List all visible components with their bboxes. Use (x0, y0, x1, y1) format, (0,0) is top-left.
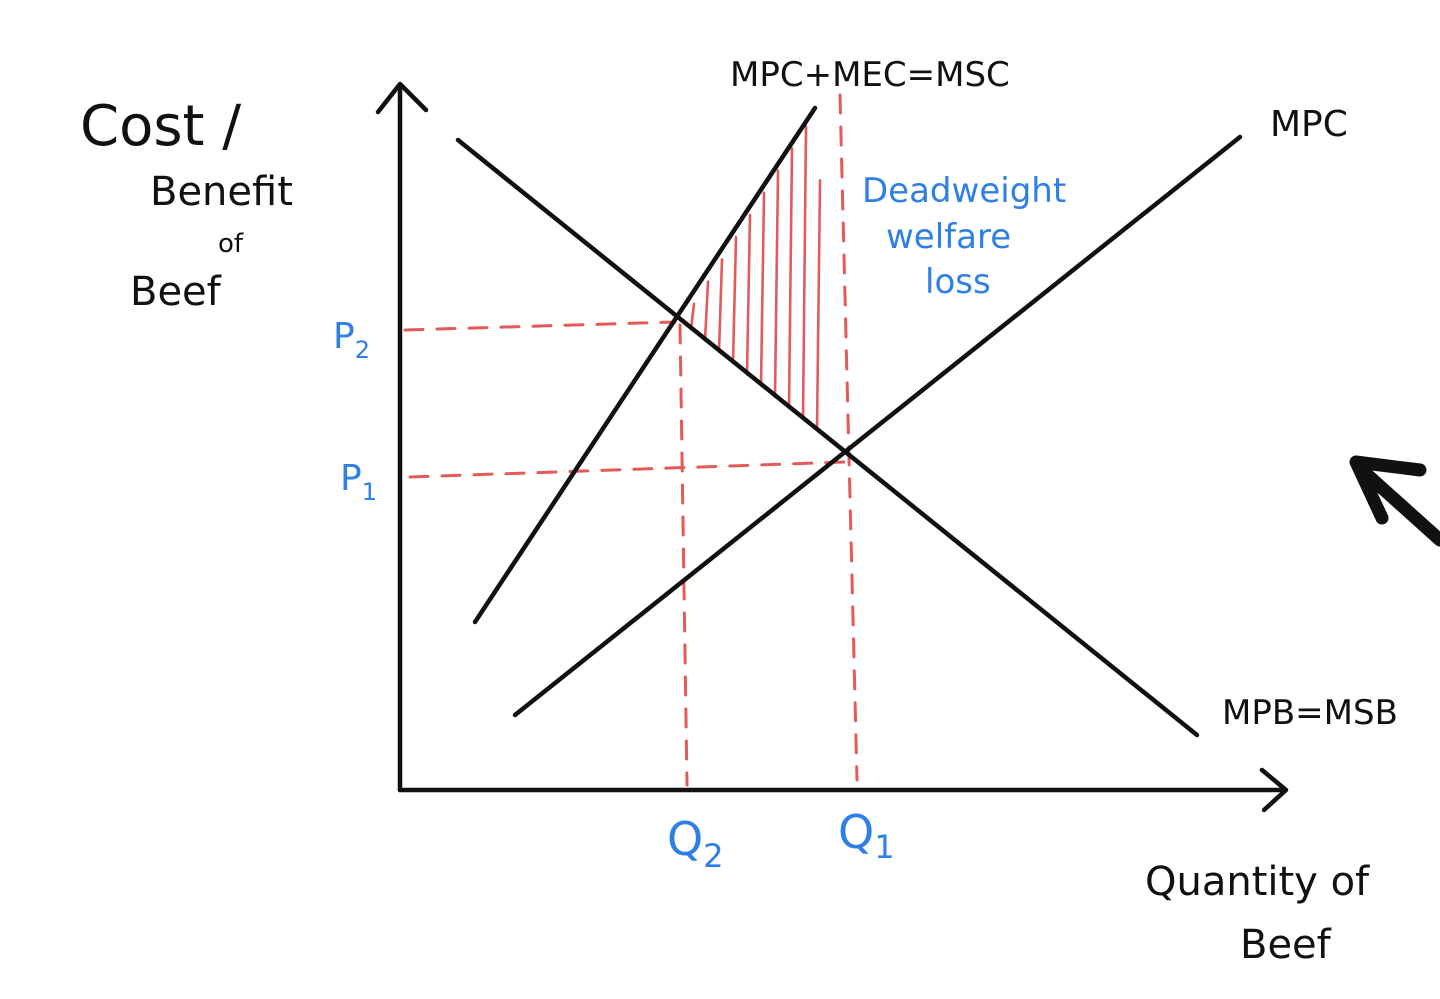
hatch-line (801, 124, 808, 421)
hatch-line (689, 302, 696, 331)
q2-label: Q2 (667, 812, 724, 875)
p1-label: P1 (340, 458, 377, 506)
svg-text:Beef: Beef (1240, 922, 1332, 968)
msc-curve (472, 105, 818, 625)
q2-guide-line (678, 323, 689, 787)
demand-label: MPB=MSB (1222, 693, 1398, 733)
deadweight-loss-label: Deadweight welfare loss (862, 171, 1066, 302)
hatch-line (815, 179, 822, 432)
y-axis-label: Cost / Benefit of Beef (80, 94, 293, 315)
msc-label: MPC+MEC=MSC (730, 55, 1010, 95)
mpc-label: MPC (1270, 104, 1348, 145)
mpc-curve (512, 134, 1243, 718)
hatch-line (703, 280, 710, 342)
deadweight-loss-hatching (689, 124, 822, 432)
svg-text:Deadweight: Deadweight (862, 171, 1066, 211)
p2-guide-line (403, 320, 677, 332)
svg-text:of: of (218, 229, 244, 259)
hatch-line (745, 213, 752, 376)
svg-text:welfare: welfare (886, 217, 1011, 257)
guide-lines (403, 93, 859, 787)
svg-text:Benefit: Benefit (150, 169, 293, 215)
svg-text:Quantity of: Quantity of (1145, 859, 1370, 905)
hatch-line (731, 235, 738, 365)
hatch-line (787, 147, 794, 409)
svg-text:P1: P1 (340, 458, 377, 506)
p2-label: P2 (333, 316, 370, 364)
hatch-line (717, 258, 724, 353)
hatch-line (773, 169, 780, 398)
y-axis-arrowhead (375, 81, 429, 115)
q1-guide-line (838, 93, 859, 782)
arrow-icon (1349, 455, 1440, 547)
hatch-line (759, 191, 766, 387)
x-axis-arrowhead (1259, 767, 1289, 813)
svg-text:Q2: Q2 (667, 812, 724, 875)
curves (455, 105, 1243, 738)
svg-text:Beef: Beef (130, 269, 222, 315)
demand-curve (455, 137, 1200, 738)
svg-text:Q1: Q1 (838, 805, 895, 866)
p1-guide-line (408, 460, 847, 479)
svg-text:Cost /: Cost / (80, 94, 241, 159)
q1-label: Q1 (838, 805, 895, 866)
x-axis-label: Quantity of Beef (1145, 859, 1370, 968)
axes (375, 81, 1289, 813)
svg-text:loss: loss (925, 262, 991, 302)
svg-text:P2: P2 (333, 316, 370, 364)
